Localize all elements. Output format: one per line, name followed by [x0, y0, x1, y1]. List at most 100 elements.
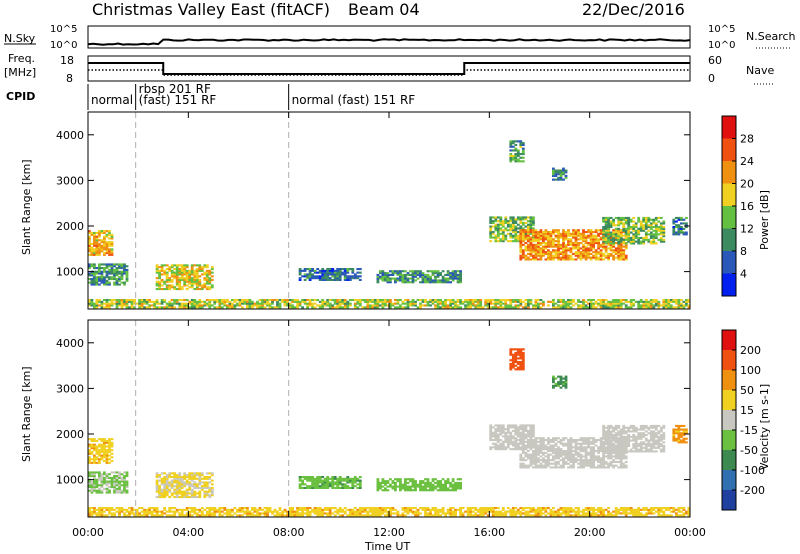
heatmap-cell — [431, 272, 435, 275]
heatmap-cell — [456, 306, 460, 309]
heatmap-cell — [677, 299, 681, 302]
heatmap-cell — [336, 277, 340, 280]
heatmap-cell — [338, 481, 342, 484]
heatmap-cell — [637, 227, 641, 230]
heatmap-cell — [494, 220, 498, 223]
heatmap-cell — [158, 277, 161, 280]
heatmap-cell — [539, 439, 543, 442]
heatmap-cell — [519, 240, 523, 243]
heatmap-cell — [158, 490, 161, 493]
heatmap-cell — [449, 485, 452, 488]
heatmap-cell — [419, 304, 422, 307]
heatmap-cell — [108, 491, 111, 494]
heatmap-cell — [542, 442, 545, 445]
heatmap-cell — [183, 277, 187, 280]
heatmap-cell — [537, 460, 540, 463]
heatmap-cell — [98, 510, 101, 513]
heatmap-cell — [509, 426, 513, 429]
heatmap-cell — [431, 299, 435, 302]
heatmap-cell — [419, 275, 422, 278]
heatmap-cell — [514, 446, 518, 449]
heatmap-cell — [399, 481, 402, 484]
heatmap-cell — [358, 299, 362, 302]
heatmap-cell — [401, 300, 405, 303]
heatmap-cell — [509, 300, 513, 303]
heatmap-cell — [501, 426, 505, 429]
heatmap-cell — [175, 481, 179, 484]
heatmap-cell — [501, 446, 505, 449]
heatmap-cell — [348, 275, 352, 278]
heatmap-cell — [494, 442, 498, 445]
heatmap-cell — [241, 507, 244, 510]
heatmap-cell — [200, 288, 204, 291]
heatmap-cell — [612, 220, 615, 223]
heatmap-cell — [564, 455, 568, 458]
heatmap-cell — [348, 486, 352, 489]
heatmap-cell — [160, 264, 164, 267]
heatmap-cell — [148, 507, 151, 510]
heatmap-cell — [519, 453, 523, 456]
heatmap-cell — [589, 304, 593, 307]
heatmap-cell — [564, 234, 568, 237]
heatmap-cell — [634, 430, 638, 433]
heatmap-cell — [567, 442, 570, 445]
heatmap-cell — [366, 304, 370, 307]
heatmap-cell — [409, 489, 412, 492]
heatmap-cell — [123, 486, 126, 489]
heatmap-cell — [652, 434, 656, 437]
heatmap-cell — [168, 496, 172, 499]
heatmap-cell — [612, 428, 615, 431]
heatmap-cell — [602, 435, 605, 438]
heatmap-cell — [664, 299, 668, 302]
heatmap-cell — [439, 279, 442, 282]
heatmap-cell — [617, 240, 621, 243]
heatmap-cell — [163, 306, 167, 309]
heatmap-cell — [637, 242, 641, 245]
heatmap-cell — [652, 444, 656, 447]
heatmap-cell — [195, 306, 199, 309]
heatmap-cell — [103, 230, 106, 233]
heatmap-cell — [604, 238, 608, 241]
heatmap-cell — [607, 304, 610, 307]
heatmap-cell — [103, 306, 106, 309]
heatmap-cell — [489, 302, 493, 305]
heatmap-cell — [514, 229, 518, 232]
heatmap-cell — [607, 240, 610, 243]
heatmap-cell — [534, 451, 538, 454]
heatmap-cell — [471, 299, 475, 302]
heatmap-cell — [88, 253, 91, 256]
heatmap-cell — [682, 218, 686, 221]
heatmap-cell — [521, 142, 525, 145]
heatmap-cell — [622, 426, 626, 429]
heatmap-cell — [647, 450, 651, 453]
heatmap-cell — [627, 439, 631, 442]
heatmap-cell — [499, 442, 503, 445]
heatmap-cell — [205, 483, 209, 486]
heatmap-cell — [597, 459, 600, 462]
heatmap-cell — [552, 238, 555, 241]
heatmap-cell — [597, 232, 600, 235]
heatmap-cell — [501, 229, 505, 232]
heatmap-cell — [170, 481, 174, 484]
heatmap-cell — [511, 234, 515, 237]
heatmap-cell — [552, 240, 555, 243]
heatmap-cell — [173, 510, 177, 513]
heatmap-cell — [165, 488, 169, 491]
heatmap-cell — [632, 304, 636, 307]
heatmap-cell — [685, 233, 688, 236]
heatmap-cell — [328, 278, 332, 281]
heatmap-cell — [557, 242, 560, 245]
heatmap-cell — [454, 489, 457, 492]
heatmap-cell — [238, 508, 242, 511]
heatmap-cell — [677, 227, 681, 230]
heatmap-cell — [639, 299, 643, 302]
heatmap-cell — [589, 464, 593, 467]
heatmap-cell — [105, 508, 109, 511]
heatmap-cell — [341, 483, 345, 486]
heatmap-cell — [579, 258, 583, 261]
heatmap-cell — [509, 225, 513, 228]
heatmap-cell — [120, 281, 124, 284]
heatmap-cell — [218, 299, 222, 302]
heatmap-cell — [190, 510, 194, 513]
heatmap-cell — [647, 300, 651, 303]
